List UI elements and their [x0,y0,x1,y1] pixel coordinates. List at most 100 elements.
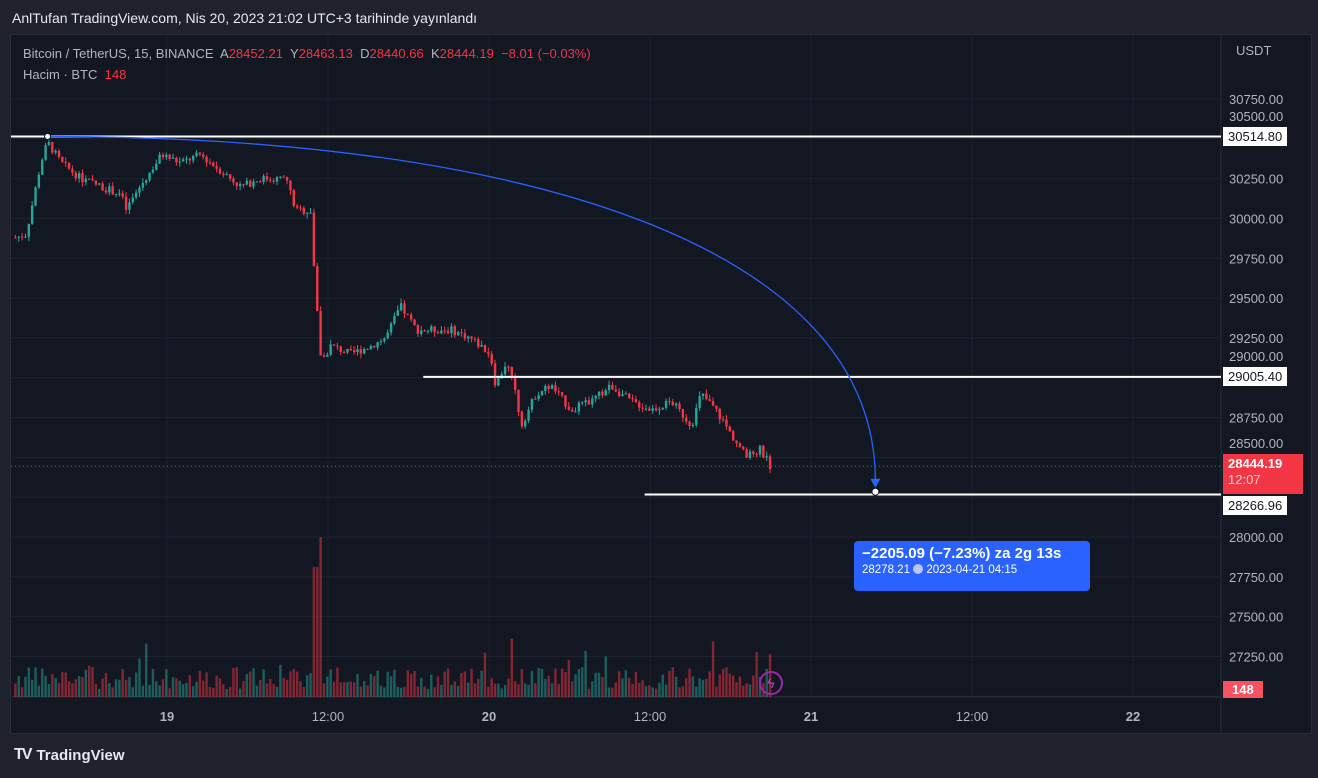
projection-callout[interactable]: −2205.09 (−7.23%) za 2g 13s 28278.21 202… [854,541,1090,591]
volume-bar [34,667,37,697]
candle-body [601,391,604,396]
tradingview-logo[interactable]: TV TradingView [14,746,125,764]
chart-pane[interactable]: 30750.00 30500.00 30250.00 30000.00 29750.00… [10,34,1313,735]
volume-bar [61,672,64,697]
volume-bar [668,670,671,697]
price-tick-label: 30750.00 [1229,92,1283,107]
volume-bar [409,674,413,697]
volume-bar [279,664,282,697]
candle-body [705,393,708,400]
volume-bar [329,669,332,697]
price-tick-label: 29500.00 [1229,291,1283,306]
volume-bar [272,684,275,697]
price-axis: 30750.00 30500.00 30250.00 30000.00 29750.00… [1229,92,1283,664]
volume-bar [564,672,567,697]
candle-body [651,408,654,411]
symbol-name[interactable]: Bitcoin / TetherUS, 15, BINANCE [23,46,214,61]
volume-bar [225,688,228,697]
volume-bar [691,676,695,697]
volume-label[interactable]: Hacim · BTC [23,67,98,82]
anchor-point [871,487,880,496]
volume-bar [171,677,175,697]
volume-bar [306,675,309,697]
candle-body [731,431,735,441]
volume-bar [121,669,124,697]
volume-bar [195,681,198,697]
candle-body [118,193,121,195]
volume-bar [497,683,500,697]
candle-body [282,176,285,178]
volume-legend: Hacim · BTC 148 [23,67,126,82]
currency-label[interactable]: USDT [1236,43,1272,58]
candle-body [17,236,20,238]
volume-bar [490,678,493,697]
last-price: 28444.19 [1228,456,1283,471]
volume-bar [520,669,524,697]
candle-body [232,178,235,183]
volume-bar [745,683,748,697]
candle-body [262,176,265,182]
time-tick-label: 12:00 [312,709,345,724]
time-tick-label: 12:00 [634,709,667,724]
volume-bar [574,674,577,697]
candle-body [101,183,104,191]
candle-body [748,451,752,458]
candle-body [44,145,47,160]
candle-body [678,403,681,410]
volume-bar [332,681,336,697]
volume-bar [84,669,88,697]
candle-body [570,409,574,412]
candle-body [155,163,158,170]
volume-bar [607,687,611,697]
candle-body [631,398,634,400]
candle-body [641,407,644,409]
candle-body [111,186,114,195]
candle-body [614,389,617,392]
candle-body [30,205,34,224]
published-caption: AnlTufan TradingView.com, Nis 20, 2023 2… [12,10,477,26]
candle-body [725,419,728,427]
time-tick-label: 21 [804,709,818,724]
price-tick-label: 27250.00 [1229,649,1283,664]
candle-body [114,194,118,196]
price-tick-label: 27750.00 [1229,570,1283,585]
candle-body [463,333,467,339]
volume-bar [658,682,661,697]
volume-bar [581,667,584,697]
candle-body [342,352,346,354]
candle-body [477,339,480,347]
lightning-icon[interactable]: ϟ [759,671,783,695]
candle-body [386,332,389,339]
volume-bar [259,679,262,697]
volume-bar [356,673,359,697]
candle-body [396,310,399,316]
volume-bar [430,674,433,697]
volume-bar [198,670,202,697]
candle-body [701,393,705,397]
brand-name: TradingView [36,746,125,764]
volume-bar [252,668,255,697]
candle-body [403,303,406,314]
price-chart[interactable]: 30750.00 30500.00 30250.00 30000.00 29750.00… [11,35,1313,735]
candle-body [20,236,24,238]
volume-bar [718,674,721,697]
candle-body [57,150,61,157]
candle-body [352,349,356,353]
volume-bar [420,677,423,697]
candle-body [238,184,242,187]
volume-bar [728,673,732,697]
volume-bar [403,686,406,697]
volume-bar [513,681,517,697]
candle-body [768,456,772,469]
volume-bar [37,685,41,697]
volume-bar [379,685,383,697]
volume-bar [295,671,299,697]
candle-body [752,451,755,455]
volume-bar [577,669,581,697]
volume-bar [604,656,607,697]
volume-bar [651,687,654,697]
volume-bar [510,638,514,697]
candle-body [292,190,295,206]
candle-body [269,179,272,181]
volume-bar [560,668,564,697]
